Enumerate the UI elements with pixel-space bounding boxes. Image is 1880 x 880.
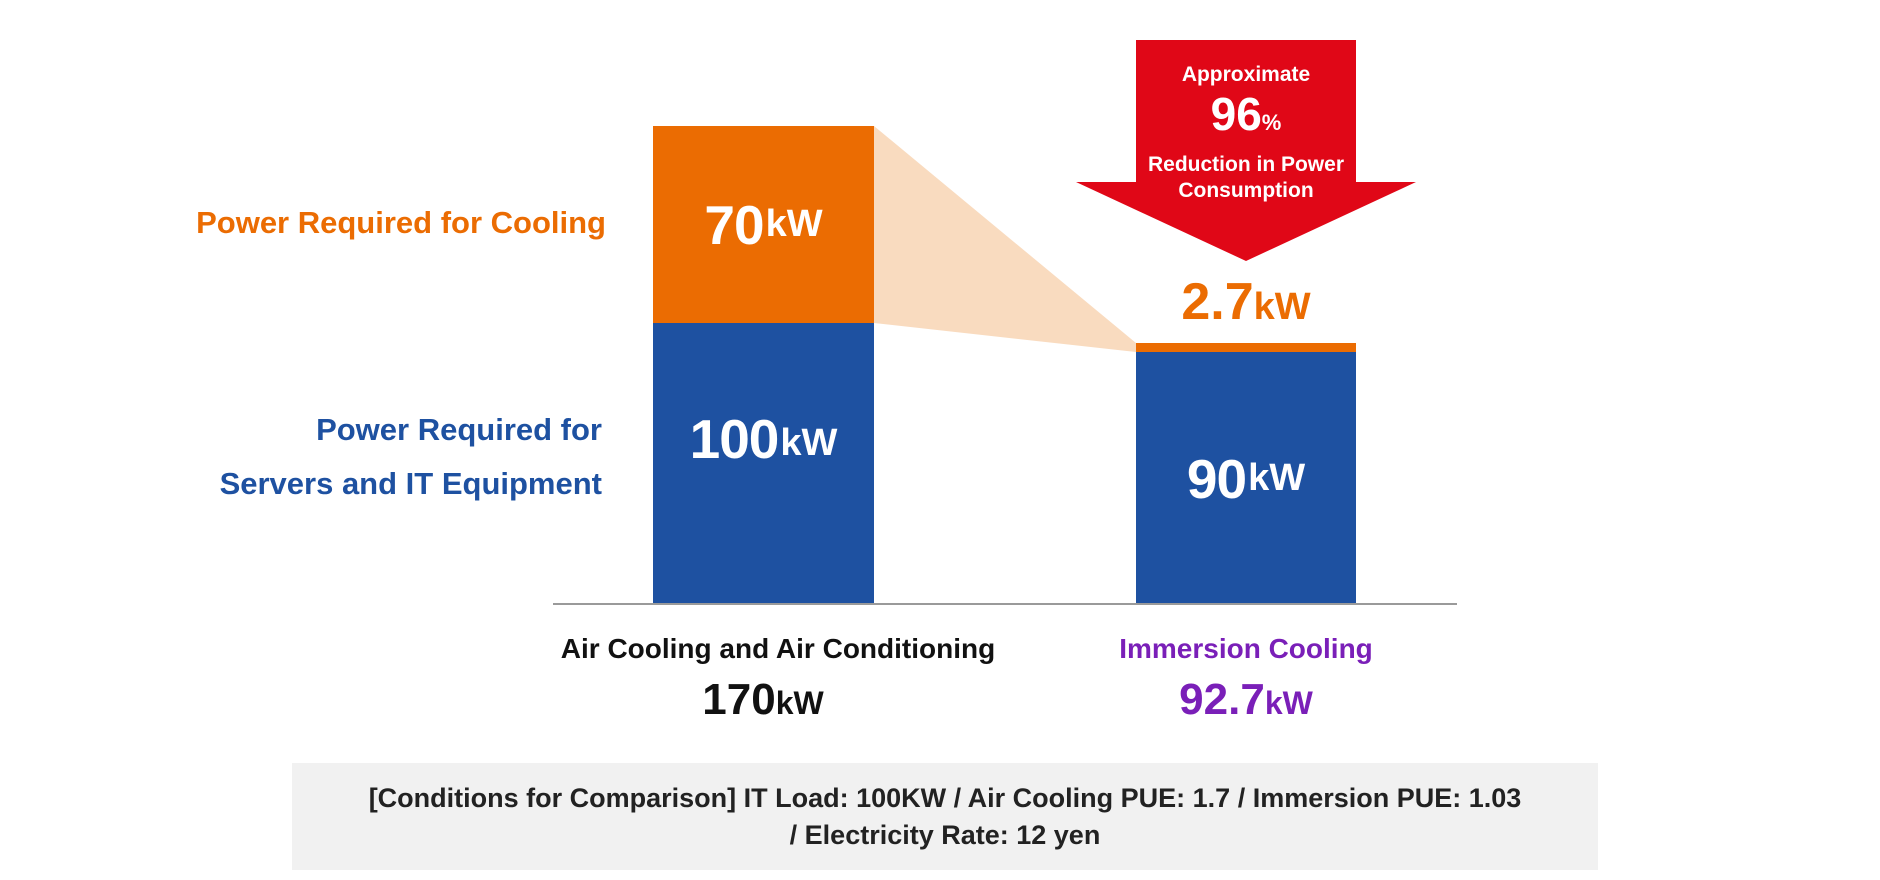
reduction-callout: Approximate 96% Reduction in Power Consu… (1136, 62, 1356, 204)
bar-air-it-segment: 100 kW (653, 323, 874, 605)
callout-approximate: Approximate (1181, 63, 1311, 86)
bar-air-cooling-segment: 70 kW (653, 126, 874, 323)
bar-immersion-cooling-segment (1136, 343, 1356, 352)
legend-it-label: Power Required for Servers and IT Equipm… (219, 412, 602, 501)
legend-cooling-label: Power Required for Cooling (196, 205, 606, 240)
total-air-cooling: 170kW (702, 675, 824, 724)
total-immersion-cooling: 92.7kW (1179, 675, 1313, 724)
callout-consumption-text: Consumption (1178, 179, 1314, 202)
callout-reduction-text: Reduction in Power (1147, 153, 1344, 176)
x-axis-line (553, 603, 1457, 605)
bar-immersion-it-segment: 90 kW (1136, 352, 1356, 605)
immersion-cooling-value-label: 2.7kW (1181, 273, 1311, 331)
category-immersion-cooling: Immersion Cooling (1119, 633, 1373, 664)
callout-percent: 96% (1210, 88, 1282, 140)
category-air-cooling: Air Cooling and Air Conditioning (560, 633, 996, 664)
comparison-conditions-note: [Conditions for Comparison] IT Load: 100… (292, 763, 1598, 870)
